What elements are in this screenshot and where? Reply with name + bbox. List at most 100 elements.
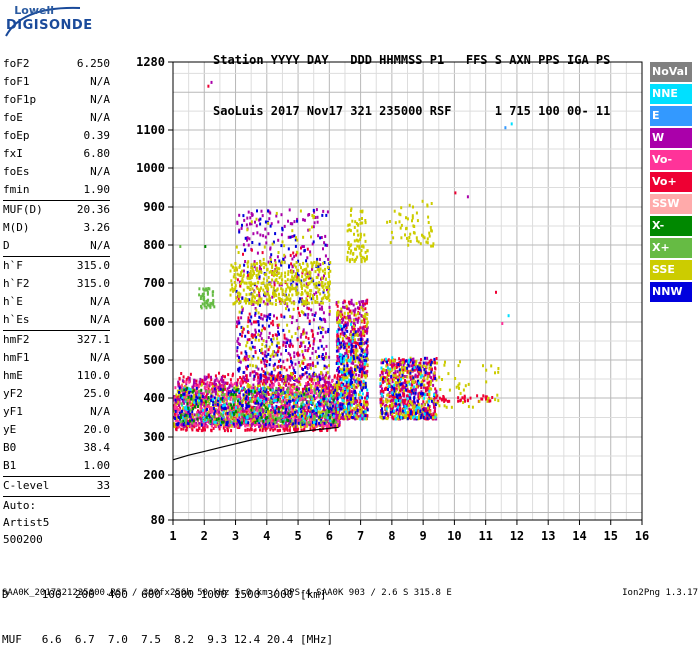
echo-point (320, 302, 322, 305)
echo-point (186, 378, 188, 381)
echo-point (253, 378, 255, 381)
echo-point (294, 411, 296, 414)
echo-point (354, 390, 356, 393)
echo-point (352, 400, 354, 403)
echo-point (279, 371, 281, 374)
echo-point (237, 316, 239, 319)
echo-point (176, 406, 178, 409)
echo-point (246, 228, 248, 231)
echo-point (256, 392, 258, 395)
echo-point (353, 304, 355, 307)
echo-point (323, 395, 325, 398)
echo-point (326, 286, 328, 289)
echo-point (336, 377, 338, 380)
echo-point (237, 346, 239, 349)
echo-point (291, 222, 293, 225)
echo-point (237, 337, 239, 340)
echo-point (261, 416, 263, 419)
echo-point (241, 297, 243, 300)
echo-point (251, 263, 253, 266)
echo-point (349, 372, 351, 375)
echo-point (351, 416, 353, 419)
echo-point (254, 407, 256, 410)
echo-point (280, 353, 282, 356)
echo-point (313, 240, 315, 243)
echo-point (205, 390, 207, 393)
echo-point (264, 273, 266, 276)
echo-point (204, 429, 206, 432)
echo-point (233, 412, 235, 415)
echo-point (269, 358, 271, 361)
echo-point (322, 335, 324, 338)
echo-point (260, 409, 262, 412)
echo-point (310, 271, 312, 274)
echo-point (277, 398, 279, 401)
echo-point (275, 387, 277, 390)
echo-point (268, 336, 270, 339)
echo-point (250, 266, 252, 269)
echo-point (277, 366, 279, 369)
echo-point (243, 371, 245, 374)
echo-point (355, 342, 357, 345)
echo-point (264, 345, 266, 348)
echo-point (188, 381, 190, 384)
echo-point (274, 232, 276, 235)
echo-point (267, 398, 269, 401)
echo-point (305, 303, 307, 306)
echo-point (266, 279, 268, 282)
echo-point (287, 412, 289, 415)
echo-point (249, 216, 251, 219)
echo-point (230, 404, 232, 407)
echo-point (265, 236, 267, 239)
echo-point (261, 343, 263, 346)
echo-point (308, 341, 310, 344)
echo-point (247, 402, 249, 405)
echo-point (279, 378, 281, 381)
echo-point (312, 402, 314, 405)
echo-point (357, 312, 359, 315)
echo-point (319, 339, 321, 342)
echo-point (313, 395, 315, 398)
echo-point (302, 362, 304, 365)
echo-point (286, 302, 288, 305)
echo-point (241, 227, 243, 230)
echo-point (231, 283, 233, 286)
echo-point (263, 375, 265, 378)
echo-point (276, 317, 278, 320)
echo-point (282, 258, 284, 261)
echo-point (319, 378, 321, 381)
echo-point (306, 407, 308, 410)
echo-point (305, 297, 307, 300)
echo-point (281, 365, 283, 368)
echo-point (256, 267, 258, 270)
echo-point (327, 258, 329, 261)
echo-point (307, 316, 309, 319)
echo-point (304, 349, 306, 352)
echo-point (313, 340, 315, 343)
echo-point (253, 321, 255, 324)
echo-point (310, 235, 312, 238)
echo-point (319, 258, 321, 261)
echo-point (275, 333, 277, 336)
echo-point (278, 293, 280, 296)
echo-point (308, 421, 310, 424)
echo-point (235, 296, 237, 299)
echo-point (341, 408, 343, 411)
echo-point (252, 415, 254, 418)
echo-point (220, 413, 222, 416)
echo-point (256, 218, 258, 221)
echo-point (180, 394, 182, 397)
echo-point (204, 418, 206, 421)
echo-point (254, 221, 256, 224)
echo-point (361, 320, 363, 323)
echo-point (248, 286, 250, 289)
echo-point (190, 425, 192, 428)
echo-point (353, 371, 355, 374)
echo-point (225, 407, 227, 410)
echo-point (218, 372, 220, 375)
echo-point (255, 421, 257, 424)
echo-point (259, 419, 261, 422)
echo-point (292, 316, 294, 319)
echo-point (291, 389, 293, 392)
echo-point (298, 361, 300, 364)
